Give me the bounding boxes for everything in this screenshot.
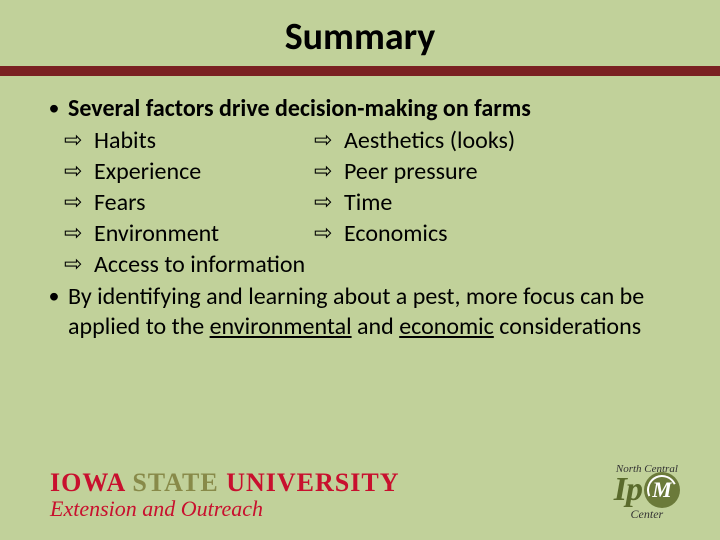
factor-right: Economics: [344, 219, 680, 249]
bullet-marker: •: [40, 282, 68, 342]
factor-left: Fears: [94, 188, 314, 218]
closing-underline-2: economic: [399, 312, 494, 341]
isu-university: UNIVERSITY: [226, 468, 399, 497]
factor-row: ⇨ Access to information: [40, 250, 680, 280]
factor-row: ⇨ Fears ⇨ Time: [40, 188, 680, 218]
factor-left: Access to information: [94, 250, 305, 280]
logo-bar: IOWA STATE UNIVERSITY Extension and Outr…: [50, 452, 680, 522]
arrow-icon: ⇨: [64, 219, 94, 249]
arrow-icon: ⇨: [64, 157, 94, 187]
arrow-icon: ⇨: [64, 126, 94, 156]
ipm-mark: Ip M: [614, 471, 680, 509]
slide-title: Summary: [0, 0, 720, 66]
factor-left: Environment: [94, 219, 314, 249]
arrow-icon: ⇨: [314, 126, 344, 156]
closing-mid: and: [352, 312, 400, 341]
factor-right: Peer pressure: [344, 157, 680, 187]
bullet-intro-row: • Several factors drive decision-making …: [40, 94, 680, 124]
isu-state: STATE: [132, 468, 226, 497]
closing-underline-1: environmental: [210, 312, 352, 341]
arrow-icon: ⇨: [314, 188, 344, 218]
ipm-ip: Ip: [614, 471, 642, 509]
factor-right: Aesthetics (looks): [344, 126, 680, 156]
isu-name: IOWA STATE UNIVERSITY: [50, 468, 399, 498]
isu-logo: IOWA STATE UNIVERSITY Extension and Outr…: [50, 468, 399, 522]
factor-right: Time: [344, 188, 680, 218]
bullet-marker: •: [40, 94, 68, 123]
ipm-logo: North Central Ip M Center: [614, 463, 680, 522]
factor-left: Habits: [94, 126, 314, 156]
arrow-icon: ⇨: [314, 157, 344, 187]
closing-post: considerations: [494, 312, 641, 341]
isu-iowa: IOWA: [50, 468, 132, 497]
factor-row: ⇨ Environment ⇨ Economics: [40, 219, 680, 249]
isu-extension: Extension and Outreach: [50, 496, 399, 522]
factor-left: Experience: [94, 157, 314, 187]
bullet-closing-row: • By identifying and learning about a pe…: [40, 282, 680, 342]
bullet-closing: By identifying and learning about a pest…: [68, 282, 680, 342]
title-underline: [0, 66, 720, 76]
bullet-intro: Several factors drive decision-making on…: [68, 94, 680, 124]
arrow-icon: ⇨: [64, 250, 94, 280]
ipm-m-icon: M: [644, 472, 680, 508]
arrow-icon: ⇨: [64, 188, 94, 218]
factor-row: ⇨ Experience ⇨ Peer pressure: [40, 157, 680, 187]
factor-row: ⇨ Habits ⇨ Aesthetics (looks): [40, 126, 680, 156]
arrow-icon: ⇨: [314, 219, 344, 249]
ipm-center: Center: [614, 507, 680, 522]
content-area: • Several factors drive decision-making …: [0, 76, 720, 342]
